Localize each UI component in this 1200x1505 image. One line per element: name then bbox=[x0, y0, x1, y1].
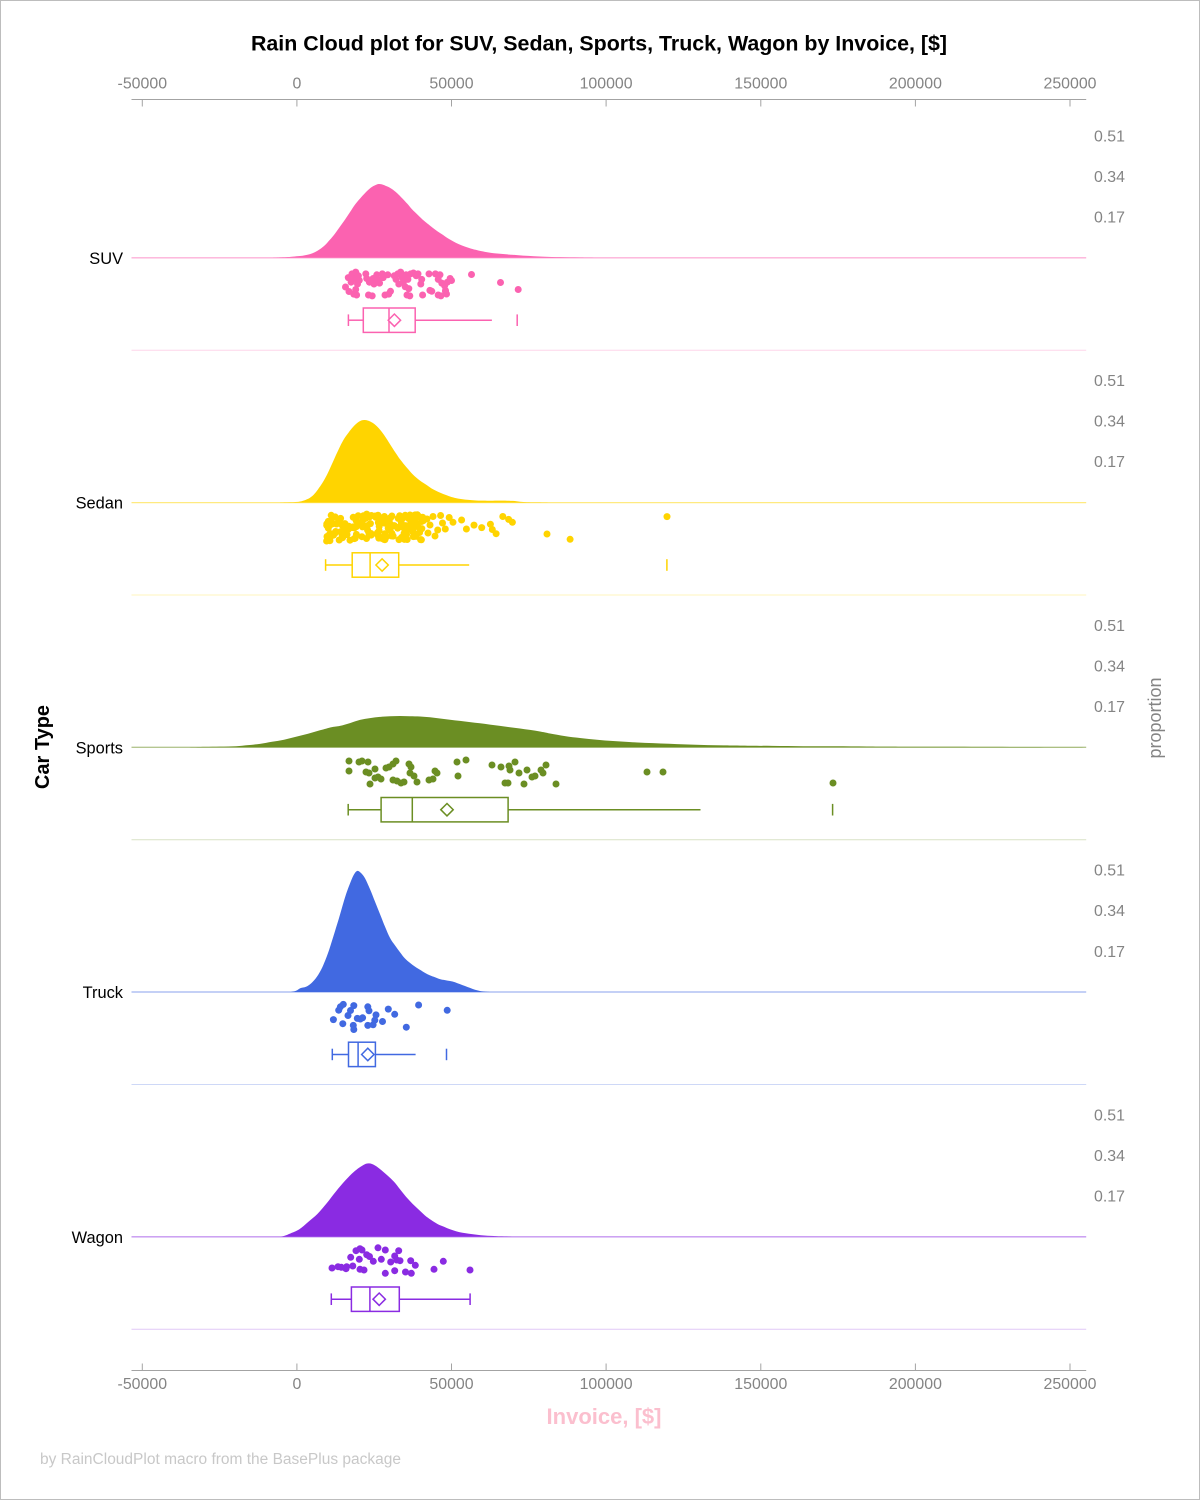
svg-text:-50000: -50000 bbox=[118, 76, 168, 93]
svg-text:250000: 250000 bbox=[1043, 1376, 1096, 1393]
svg-text:0.17: 0.17 bbox=[1094, 699, 1125, 716]
svg-text:0.34: 0.34 bbox=[1094, 903, 1125, 920]
svg-text:200000: 200000 bbox=[889, 1376, 942, 1393]
svg-text:Truck: Truck bbox=[83, 984, 124, 1002]
svg-text:0.17: 0.17 bbox=[1094, 454, 1125, 471]
svg-text:0: 0 bbox=[292, 1376, 301, 1393]
svg-text:Wagon: Wagon bbox=[72, 1229, 123, 1247]
svg-text:-50000: -50000 bbox=[118, 1376, 168, 1393]
svg-text:50000: 50000 bbox=[429, 1376, 473, 1393]
svg-text:100000: 100000 bbox=[580, 76, 633, 93]
svg-text:0.34: 0.34 bbox=[1094, 414, 1125, 431]
svg-text:0.51: 0.51 bbox=[1094, 128, 1125, 145]
svg-text:0.51: 0.51 bbox=[1094, 373, 1125, 390]
svg-text:Car Type: Car Type bbox=[32, 705, 54, 789]
svg-text:proportion: proportion bbox=[1145, 677, 1165, 758]
svg-text:0.51: 0.51 bbox=[1094, 863, 1125, 880]
svg-text:Sedan: Sedan bbox=[76, 495, 123, 513]
svg-text:Invoice, [$]: Invoice, [$] bbox=[547, 1404, 662, 1429]
svg-text:0.51: 0.51 bbox=[1094, 618, 1125, 635]
svg-text:0.17: 0.17 bbox=[1094, 1189, 1125, 1206]
svg-text:200000: 200000 bbox=[889, 76, 942, 93]
svg-text:250000: 250000 bbox=[1043, 76, 1096, 93]
svg-text:150000: 150000 bbox=[734, 1376, 787, 1393]
svg-text:0.51: 0.51 bbox=[1094, 1107, 1125, 1124]
svg-text:0.34: 0.34 bbox=[1094, 169, 1125, 186]
svg-text:Sports: Sports bbox=[76, 739, 123, 757]
svg-text:by RainCloudPlot macro from th: by RainCloudPlot macro from the BasePlus… bbox=[40, 1451, 401, 1468]
svg-text:0: 0 bbox=[292, 76, 301, 93]
svg-text:0.34: 0.34 bbox=[1094, 658, 1125, 675]
svg-text:0.17: 0.17 bbox=[1094, 944, 1125, 961]
svg-text:100000: 100000 bbox=[580, 1376, 633, 1393]
svg-text:SUV: SUV bbox=[89, 250, 123, 268]
svg-text:150000: 150000 bbox=[734, 76, 787, 93]
svg-text:0.17: 0.17 bbox=[1094, 210, 1125, 227]
svg-text:Rain Cloud plot for SUV, Sedan: Rain Cloud plot for SUV, Sedan, Sports, … bbox=[251, 32, 947, 56]
svg-text:0.34: 0.34 bbox=[1094, 1148, 1125, 1165]
svg-text:50000: 50000 bbox=[429, 76, 473, 93]
